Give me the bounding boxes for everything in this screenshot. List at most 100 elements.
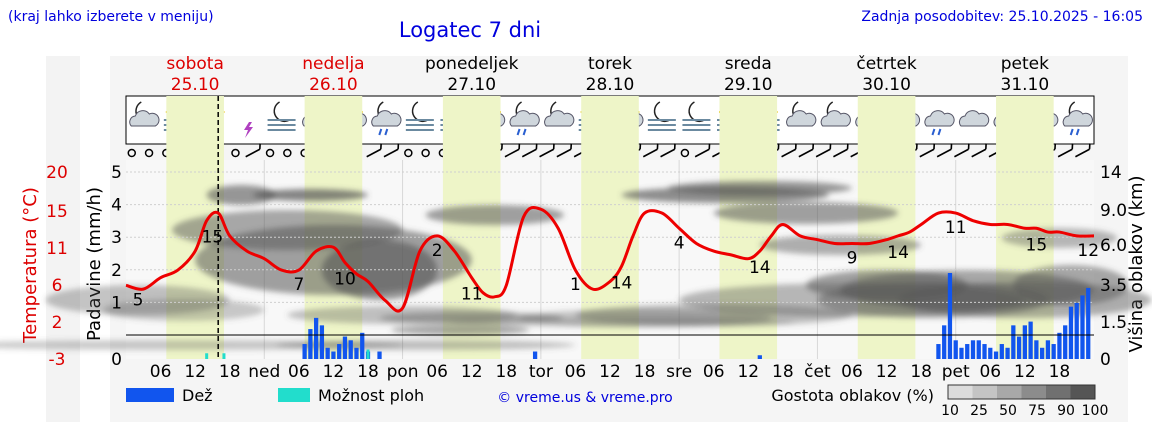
temp-tick: 20 [46,163,68,183]
rain-drop [378,128,383,136]
rain-bar [331,351,336,359]
temperature-label: 11 [461,285,483,305]
cloud-height-tick: 1.5 [1100,313,1127,333]
cloud-rain-icon [924,110,955,136]
storm-icon [244,122,253,138]
time-axis-hour: 12 [184,362,206,382]
rain-bar [1057,332,1062,359]
cloud-height-tick: 3.5 [1100,276,1127,296]
moon-fog-icon [647,101,676,131]
day-name: sreda [725,54,772,74]
temp-axis-ticks: 20 15 11 6 2 -3 [46,163,68,370]
rain-bar [988,347,993,359]
wind-flag [933,143,936,150]
rain-drop [516,128,521,136]
rain-bar [360,332,365,359]
cloud-icon [958,110,990,127]
rain-drop [1075,128,1080,136]
rain-bar [1086,287,1091,359]
wind-flag [656,143,659,150]
temperature-label: 10 [334,270,356,290]
wind-shaft [936,148,952,158]
moon-cloud-rain-icon [509,101,540,136]
legend-rain-swatch [126,388,174,402]
wind-barb [971,143,987,158]
rain-bar [532,351,538,359]
day-date: 25.10 [171,75,220,95]
rain-bar [319,325,325,359]
cloud-shape [1062,110,1093,127]
wind-shaft [539,148,555,158]
rain-bar [947,272,953,359]
precip-tick: 4 [111,196,122,216]
region-hint[interactable]: (kraj lahko izberete v meniju) [8,9,214,25]
rain-bar [1074,302,1079,359]
wind-shaft [660,148,676,158]
wind-flag [812,143,815,150]
density-step-swatch [997,385,1022,399]
precip-tick: 3 [111,228,122,248]
wind-flag [380,143,382,150]
rain-bar [999,344,1004,359]
time-axis-hour: 18 [910,362,932,382]
wind-shaft [504,148,520,158]
moon-fog-icon [405,101,434,131]
temperature-label: 14 [749,258,771,278]
wind-flag [777,143,780,150]
density-step-swatch [972,385,997,399]
wind-flag [639,143,642,150]
density-step-swatch [1046,385,1071,399]
wind-barb [815,143,832,158]
wind-flag [259,143,261,150]
day-name: četrtek [856,54,917,74]
temperature-label: 12 [1077,241,1099,261]
moon-cloud-rain-icon [371,101,402,136]
time-axis-hour: 06 [841,362,863,382]
time-axis-hour: 18 [219,362,241,382]
wind-shaft [971,148,987,158]
density-step-label: 100 [1082,403,1109,419]
density-step-label: 10 [941,403,959,419]
density-step-swatch [1021,385,1046,399]
rain-bar [1034,340,1039,359]
wind-flag [846,143,849,150]
wind-shaft [366,148,382,158]
cloud-density [0,181,1152,350]
rain-bar [302,344,307,359]
calm-wind-circle [404,148,413,158]
cloud-blob [667,181,852,195]
rain-drop [931,128,936,136]
temperature-label: 14 [611,273,633,293]
credit-link[interactable]: © vreme.us & vreme.pro [497,390,672,406]
wind-flag [1054,143,1057,150]
legend-rain-label: Dež [182,386,213,405]
cloud-blob [448,317,795,327]
wind-flag [501,143,503,150]
day-name: ponedeljek [425,54,519,74]
calm-wind-circle [127,148,137,158]
time-axis-day: čet [804,362,831,382]
temperature-label: 15 [202,228,224,248]
wind-shaft [815,148,831,158]
time-axis: 06 12 18 ned 06 12 18 pon 06 12 18 tor 06 12 18 sre 06 12… [150,362,1070,382]
rain-bar [337,344,342,359]
wind-barb [539,143,555,158]
storm-bar [366,349,370,359]
rain-bar [982,344,987,359]
wind-flag [397,143,400,150]
cloud-blob [391,325,530,335]
temperature-label: 4 [674,233,685,253]
cloud-shape [544,110,575,127]
precipitation-bars [302,272,1091,359]
wind-shaft [833,148,848,158]
wind-shaft [383,148,399,158]
wind-shaft [521,148,537,158]
rain-bar [993,351,999,359]
rain-bar [936,344,941,359]
wind-barb [798,143,815,158]
wind-flag [950,143,953,150]
cloud-blob [425,205,564,225]
